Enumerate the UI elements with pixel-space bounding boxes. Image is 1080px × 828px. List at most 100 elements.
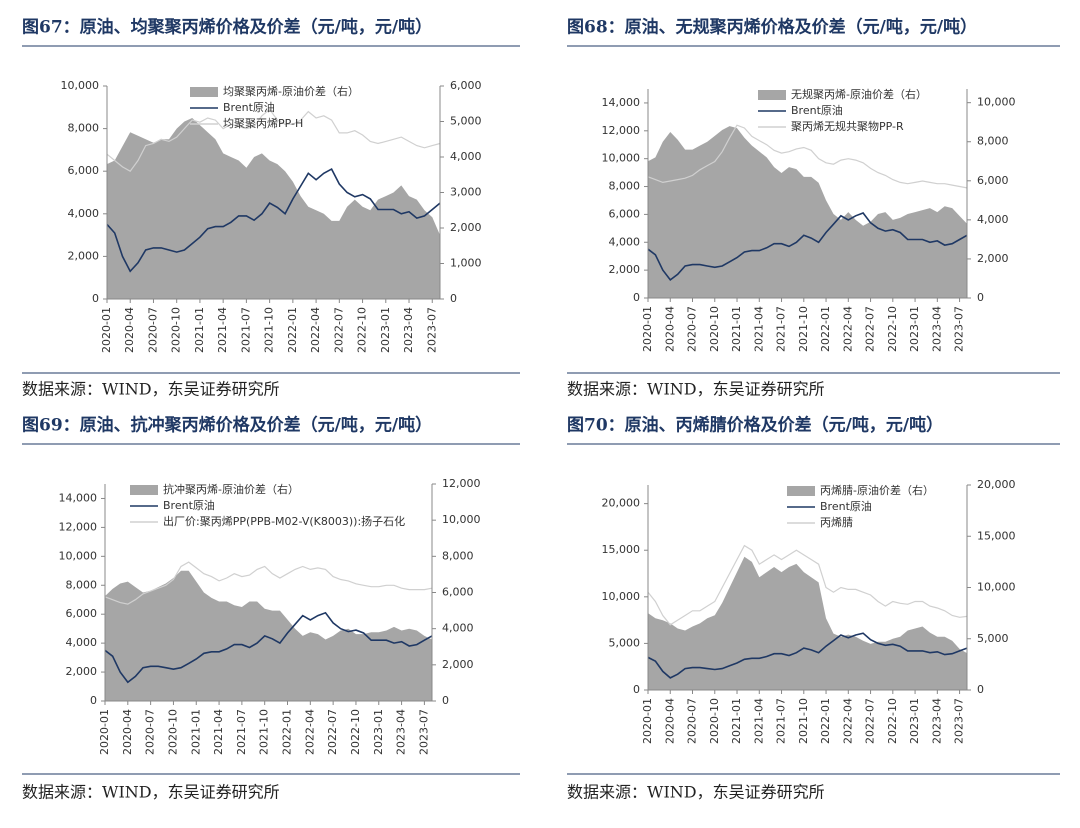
x-tick-label: 2021-07	[775, 698, 788, 744]
y2-tick-label: 2,000	[977, 252, 1009, 265]
legend-label: 均聚聚丙烯PP-H	[223, 117, 303, 130]
x-tick-label: 2022-04	[841, 306, 854, 352]
price-line	[647, 544, 968, 626]
x-tick-label: 2022-04	[841, 698, 854, 744]
legend-label: 无规聚丙烯-原油价差（右）	[791, 87, 927, 101]
x-tick-label: 2020-04	[123, 307, 136, 353]
x-tick-label: 2020-04	[121, 709, 134, 755]
price-line	[104, 611, 433, 684]
x-tick-label: 2021-01	[189, 709, 202, 755]
y-tick-label: 10,000	[602, 152, 641, 165]
x-tick-label: 2022-10	[349, 709, 362, 755]
y-tick-label: 0	[633, 291, 640, 304]
x-tick-label: 2020-01	[641, 698, 654, 744]
y2-tick-label: 0	[977, 683, 984, 696]
y-tick-label: 4,000	[609, 235, 641, 248]
x-tick-label: 2022-04	[309, 307, 322, 353]
figure-title: 图67：原油、均聚聚丙烯价格及价差（元/吨，元/吨）	[22, 17, 432, 38]
y2-tick-label: 12,000	[442, 477, 481, 490]
x-tick-label: 2022-01	[286, 307, 299, 353]
legend-label: 聚丙烯无规共聚物PP-R	[791, 119, 904, 133]
x-tick-label: 2022-10	[886, 698, 899, 744]
source-note: 数据来源：WIND，东吴证券研究所	[22, 380, 280, 399]
y2-tick-label: 5,000	[450, 115, 482, 128]
figure-title: 图69：原油、抗冲聚丙烯价格及价差（元/吨，元/吨）	[22, 415, 432, 436]
x-tick-label: 2020-04	[663, 306, 676, 352]
x-tick-label: 2023-04	[930, 306, 943, 352]
price-line	[104, 561, 433, 605]
legend-swatch	[787, 486, 815, 496]
y2-tick-label: 8,000	[442, 549, 474, 562]
y2-tick-label: 2,000	[450, 221, 482, 234]
legend-label: 均聚聚丙烯-原油价差（右）	[223, 84, 359, 98]
legend-label: 丙烯腈-原油价差（右）	[820, 483, 934, 497]
x-tick-label: 2023-04	[395, 709, 408, 755]
y-tick-label: 4,000	[68, 207, 100, 220]
source-note: 数据来源：WIND，东吴证券研究所	[22, 783, 280, 802]
x-tick-label: 2021-01	[193, 307, 206, 353]
y-tick-label: 12,000	[602, 124, 641, 137]
y-tick-label: 2,000	[66, 665, 98, 678]
x-tick-label: 2023-04	[930, 698, 943, 744]
y2-tick-label: 1,000	[450, 257, 482, 270]
y2-tick-label: 2,000	[442, 658, 474, 671]
price-line	[647, 632, 968, 679]
spread-area	[105, 570, 432, 701]
price-line	[647, 212, 968, 282]
y2-tick-label: 6,000	[442, 586, 474, 599]
spread-area	[107, 118, 440, 299]
x-tick-label: 2020-07	[144, 709, 157, 755]
y2-tick-label: 4,000	[442, 622, 474, 635]
x-tick-label: 2020-07	[146, 307, 159, 353]
x-tick-label: 2021-10	[797, 306, 810, 352]
y2-tick-label: 5,000	[977, 632, 1009, 645]
y-tick-label: 0	[633, 683, 640, 696]
x-tick-label: 2022-07	[864, 698, 877, 744]
x-tick-label: 2023-01	[372, 709, 385, 755]
x-tick-label: 2021-07	[239, 307, 252, 353]
x-tick-label: 2023-01	[379, 307, 392, 353]
x-tick-label: 2020-04	[663, 698, 676, 744]
x-tick-label: 2021-10	[263, 307, 276, 353]
legend-label: 出厂价:聚丙烯PP(PPB-M02-V(K8003)):扬子石化	[163, 514, 405, 528]
spread-area	[648, 556, 967, 690]
x-tick-label: 2021-07	[235, 709, 248, 755]
y-tick-label: 6,000	[609, 207, 641, 220]
legend-label: Brent原油	[223, 100, 275, 114]
x-tick-label: 2023-07	[953, 306, 966, 352]
source-note: 数据来源：WIND，东吴证券研究所	[567, 783, 825, 802]
y-tick-label: 2,000	[609, 263, 641, 276]
y2-tick-label: 20,000	[977, 478, 1016, 491]
x-tick-label: 2021-04	[212, 709, 225, 755]
y2-tick-label: 15,000	[977, 529, 1016, 542]
y-tick-label: 0	[90, 694, 97, 707]
y-tick-label: 15,000	[602, 543, 641, 556]
y2-tick-label: 0	[442, 694, 449, 707]
y-tick-label: 8,000	[66, 578, 98, 591]
y-tick-label: 2,000	[68, 249, 100, 262]
x-tick-label: 2022-01	[281, 709, 294, 755]
x-tick-label: 2023-07	[425, 307, 438, 353]
legend-label: Brent原油	[163, 498, 215, 512]
figure-title: 图68：原油、无规聚丙烯价格及价差（元/吨，元/吨）	[567, 17, 977, 38]
y-tick-label: 10,000	[59, 549, 98, 562]
y-tick-label: 8,000	[609, 180, 641, 193]
y-tick-label: 6,000	[66, 607, 98, 620]
legend-swatch	[758, 90, 786, 100]
price-line	[106, 168, 441, 273]
x-tick-label: 2020-01	[100, 307, 113, 353]
source-note: 数据来源：WIND，东吴证券研究所	[567, 380, 825, 399]
x-tick-label: 2023-01	[908, 698, 921, 744]
x-tick-label: 2022-10	[886, 306, 899, 352]
x-tick-label: 2020-01	[641, 306, 654, 352]
x-tick-label: 2020-10	[708, 698, 721, 744]
y2-tick-label: 10,000	[977, 581, 1016, 594]
legend-label: Brent原油	[820, 499, 872, 513]
legend-label: Brent原油	[791, 103, 843, 117]
x-tick-label: 2021-01	[730, 698, 743, 744]
x-tick-label: 2023-04	[402, 307, 415, 353]
x-tick-label: 2022-07	[332, 307, 345, 353]
x-tick-label: 2020-10	[170, 307, 183, 353]
legend-swatch	[130, 485, 158, 495]
y-tick-label: 0	[92, 292, 99, 305]
